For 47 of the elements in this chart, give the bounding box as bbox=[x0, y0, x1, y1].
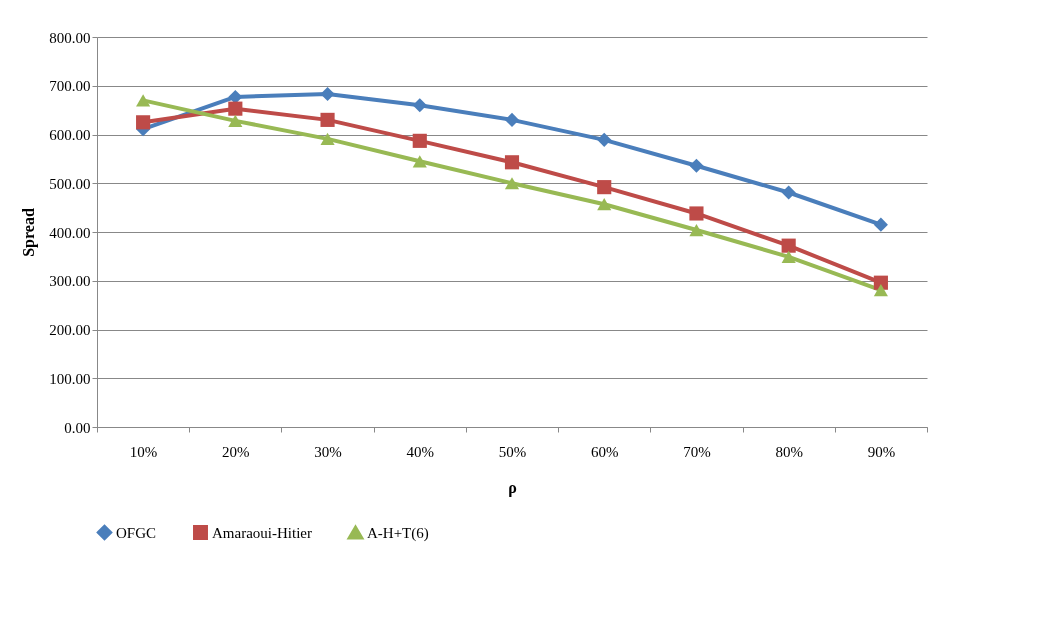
point bbox=[781, 185, 796, 200]
point bbox=[873, 283, 888, 297]
point bbox=[228, 114, 243, 127]
x-tick-label: 20% bbox=[222, 443, 250, 460]
point bbox=[320, 86, 335, 102]
point bbox=[504, 155, 520, 170]
x-tick-label: 70% bbox=[683, 443, 711, 460]
x-tick-label: 60% bbox=[590, 443, 619, 460]
point bbox=[689, 158, 704, 173]
y-tick-label: 400.00 bbox=[49, 224, 91, 241]
x-axis-title: ρ bbox=[508, 478, 517, 497]
x-tick-label: 10% bbox=[129, 443, 158, 460]
point bbox=[136, 94, 151, 107]
legend-label: OFGC bbox=[116, 524, 157, 541]
x-tick-label: 40% bbox=[406, 443, 435, 460]
x-tick-label: 50% bbox=[498, 443, 527, 460]
point bbox=[320, 132, 335, 146]
legend-label: Amaraoui-Hitier bbox=[212, 524, 312, 541]
point bbox=[597, 132, 612, 147]
x-tick-label: 80% bbox=[775, 443, 803, 460]
x-tick-label: 90% bbox=[867, 443, 896, 460]
point bbox=[412, 98, 427, 113]
point bbox=[689, 206, 704, 221]
point bbox=[504, 112, 520, 127]
y-tick-label: 0.00 bbox=[64, 419, 91, 436]
point bbox=[597, 198, 612, 211]
point bbox=[597, 180, 612, 195]
point bbox=[689, 223, 704, 237]
x-tick-label: 30% bbox=[314, 443, 342, 460]
y-tick-label: 200.00 bbox=[49, 322, 91, 338]
y-tick-label: 700.00 bbox=[49, 78, 91, 95]
point bbox=[412, 133, 427, 148]
point bbox=[228, 101, 243, 116]
y-tick-label: 100.00 bbox=[49, 370, 91, 387]
y-tick-label: 300.00 bbox=[49, 273, 91, 290]
legend-label: A-H+T(6) bbox=[367, 524, 429, 542]
point bbox=[873, 217, 888, 232]
point bbox=[781, 238, 796, 253]
y-tick-label: 800.00 bbox=[49, 29, 91, 46]
point bbox=[320, 112, 335, 127]
y-tick-label: 500.00 bbox=[49, 175, 91, 192]
y-axis-title: Spread bbox=[20, 208, 39, 257]
point bbox=[781, 250, 796, 263]
y-tick-label: 600.00 bbox=[49, 127, 91, 143]
point bbox=[412, 155, 427, 168]
point bbox=[504, 177, 520, 190]
point bbox=[136, 115, 151, 130]
